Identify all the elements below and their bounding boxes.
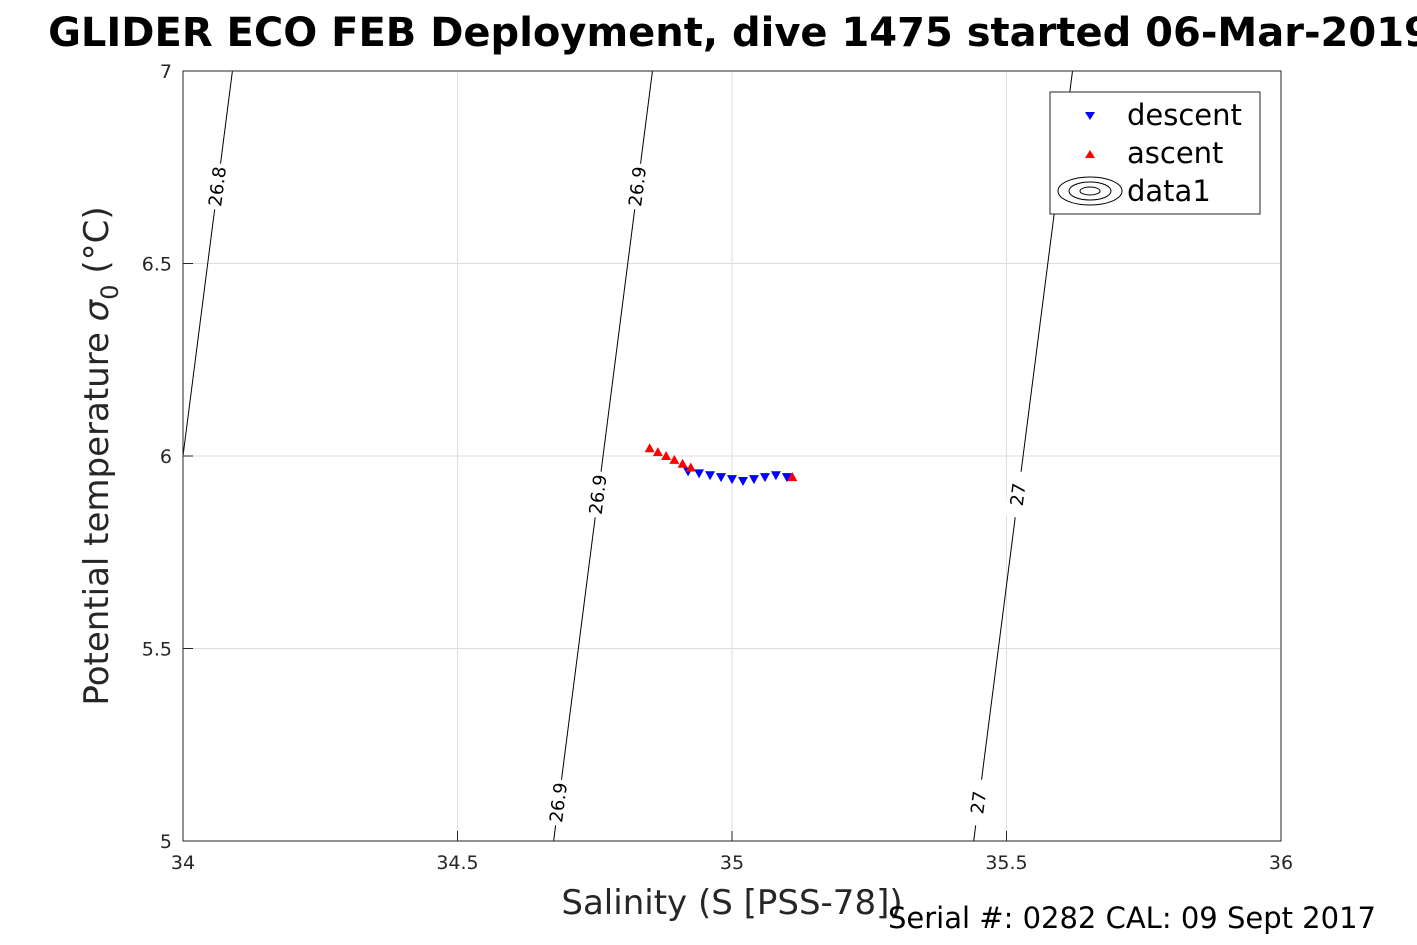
contour-label-background — [623, 162, 652, 211]
ascent-point — [669, 454, 680, 464]
descent-point — [770, 471, 781, 481]
legend-box — [1049, 91, 1261, 215]
descent-point — [748, 475, 759, 485]
descent-point — [737, 477, 748, 487]
contour-label-background — [1004, 470, 1032, 519]
contour-label-group: 26.9 — [584, 470, 612, 519]
contour-label: 26.8 — [205, 165, 231, 207]
contour-label: 26.9 — [586, 473, 612, 515]
data-points — [644, 443, 798, 487]
contour-label-group: 26.8 — [203, 162, 232, 211]
x-axis-label: Salinity (S [PSS-78]) — [561, 883, 902, 923]
descent-point — [694, 469, 705, 479]
ascent-point — [685, 462, 696, 472]
descent-series — [683, 467, 792, 487]
ascent-point — [652, 447, 663, 457]
descent-point — [716, 473, 727, 483]
ascent-point — [677, 458, 688, 468]
chart-title: GLIDER ECO FEB Deployment, dive 1475 sta… — [48, 10, 1417, 56]
x-tick-label: 34 — [171, 852, 195, 874]
y-tick-label: 6.5 — [142, 254, 172, 276]
y-axis-label-sigma: σ — [77, 298, 117, 321]
y-axis-label-main: Potential temperature — [77, 321, 117, 705]
ascent-series — [644, 443, 798, 482]
y-axis-label-unit: (°C) — [77, 206, 117, 284]
descent-point — [727, 475, 737, 485]
legend-descent-marker — [1085, 112, 1095, 120]
ascent-point — [644, 443, 655, 453]
contour-label-group: 27 — [964, 778, 993, 827]
contour-label: 27 — [967, 790, 991, 815]
y-tick-label: 5 — [160, 831, 172, 853]
legend: descent ascent data1 — [1049, 91, 1261, 215]
contour-label-group: 27 — [1004, 470, 1032, 519]
contour-label-background — [544, 778, 573, 827]
legend-ascent-marker — [1085, 150, 1095, 158]
contour-label-background — [584, 470, 612, 519]
y-axis-label: Potential temperature σ0 (°C) — [77, 206, 124, 705]
y-tick-label: 7 — [160, 61, 172, 83]
legend-descent-label: descent — [1127, 98, 1242, 132]
ascent-point — [787, 472, 798, 482]
descent-point — [781, 473, 792, 483]
ascent-point — [661, 451, 672, 460]
legend-data1-label: data1 — [1127, 174, 1211, 208]
contour-label: 26.9 — [625, 165, 651, 207]
x-tick-label: 35.5 — [985, 852, 1027, 874]
descent-point — [705, 471, 716, 481]
contour-label-background — [203, 162, 232, 211]
y-axis-label-subscript: 0 — [96, 284, 124, 299]
serial-calibration-note: Serial #: 0282 CAL: 09 Sept 2017 — [888, 901, 1376, 935]
y-tick-label: 5.5 — [142, 639, 172, 661]
contour-label-group: 26.9 — [544, 778, 573, 827]
legend-contour-icon — [1057, 176, 1123, 206]
x-tick-label: 34.5 — [436, 852, 478, 874]
axis-ticks: 34 34.5 35 35.5 36 5 5.5 6 6.5 7 — [142, 61, 1293, 874]
contour-label-background — [964, 778, 993, 827]
contour-label: 26.9 — [546, 781, 572, 823]
grid — [183, 71, 1281, 841]
contour-label-group: 26.9 — [623, 162, 652, 211]
x-tick-label: 36 — [1269, 852, 1293, 874]
y-tick-label: 6 — [160, 446, 172, 468]
descent-point — [759, 473, 770, 483]
x-tick-label: 35 — [720, 852, 744, 874]
contour-label: 27 — [1007, 482, 1031, 507]
legend-ascent-label: ascent — [1127, 136, 1223, 170]
